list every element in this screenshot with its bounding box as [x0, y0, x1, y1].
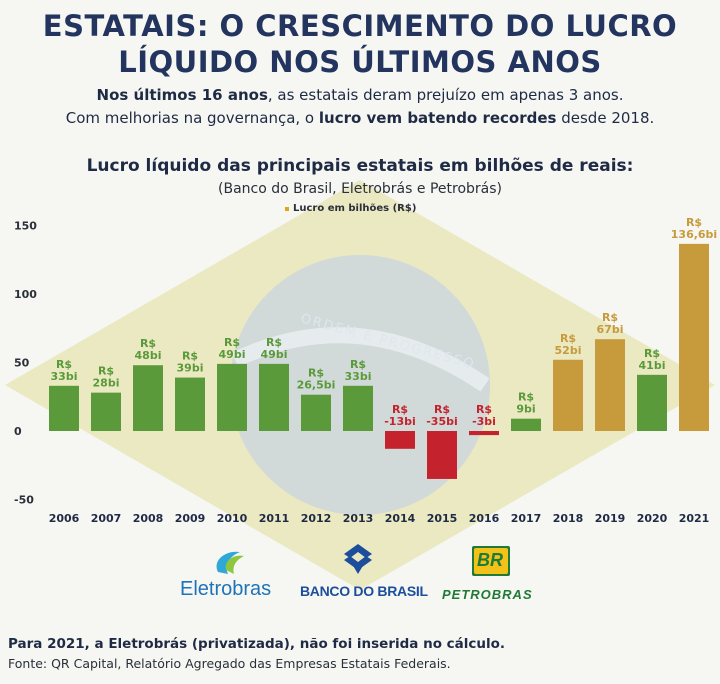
bar-2010 [217, 363, 247, 431]
subtitle-2-pre: Com melhorias na governança, o [65, 109, 319, 127]
data-label-currency: R$ [224, 336, 240, 349]
y-tick-label: 100 [14, 288, 37, 301]
bar-2014 [385, 431, 415, 449]
legend-swatch [285, 206, 289, 211]
data-label-value: 136,6bi [671, 228, 717, 241]
subtitle-1-rest: , as estatais deram prejuízo em apenas 3… [267, 86, 624, 104]
x-tick-label: 2009 [175, 512, 206, 525]
x-tick-label: 2007 [91, 512, 122, 525]
x-tick-label: 2021 [679, 512, 710, 525]
bar-2018 [553, 359, 583, 431]
x-tick-label: 2006 [49, 512, 80, 525]
x-tick-label: 2013 [343, 512, 374, 525]
page-title: ESTATAIS: O CRESCIMENTO DO LUCRO LÍQUIDO… [0, 8, 720, 80]
data-label-currency: R$ [56, 358, 72, 371]
legend-label: Lucro em bilhões (R$) [293, 203, 417, 214]
x-tick-label: 2016 [469, 512, 500, 525]
bar-2006 [49, 385, 79, 431]
profit-bar-chart: 150100500-502006R$33bi2007R$28bi2008R$48… [14, 216, 717, 525]
data-label-currency: R$ [182, 350, 198, 363]
bar-2019 [595, 339, 625, 431]
data-label-value: -13bi [384, 415, 416, 428]
data-label-currency: R$ [644, 347, 660, 360]
data-label-value: -3bi [472, 415, 496, 428]
subtitle-2-post: desde 2018. [556, 109, 655, 127]
data-label-currency: R$ [392, 403, 408, 416]
data-label-currency: R$ [98, 365, 114, 378]
x-tick-label: 2017 [511, 512, 542, 525]
x-tick-label: 2011 [259, 512, 290, 525]
data-label-value: 9bi [516, 403, 535, 416]
bar-2015 [427, 431, 457, 479]
bar-2021 [679, 243, 709, 431]
data-label-currency: R$ [266, 336, 282, 349]
subtitle-line-2: Com melhorias na governança, o lucro vem… [0, 109, 720, 127]
bar-2017 [511, 418, 541, 431]
chart-title: Lucro líquido das principais estatais em… [86, 156, 634, 176]
br-text: BR [477, 550, 503, 570]
data-label-currency: R$ [350, 358, 366, 371]
banco-do-brasil-logo: BANCO DO BRASIL [298, 542, 428, 602]
data-label-value: 52bi [555, 344, 582, 357]
chart-subtitle: (Banco do Brasil, Eletrobrás e Petrobrás… [218, 181, 502, 197]
x-tick-label: 2019 [595, 512, 626, 525]
bar-2020 [637, 374, 667, 431]
x-tick-label: 2020 [637, 512, 668, 525]
data-label-currency: R$ [602, 311, 618, 324]
company-logos: Eletrobras BANCO DO BRASIL BR PETROBRAS [0, 540, 720, 610]
data-label-value: 26,5bi [297, 379, 336, 392]
data-label-value: 33bi [51, 370, 78, 383]
y-tick-label: 0 [14, 425, 22, 438]
footer-note: Para 2021, a Eletrobrás (privatizada), n… [8, 636, 506, 652]
data-label-currency: R$ [434, 403, 450, 416]
x-tick-label: 2015 [427, 512, 458, 525]
x-tick-label: 2008 [133, 512, 164, 525]
bar-2008 [133, 365, 163, 431]
petrobras-br-icon: BR [472, 546, 510, 576]
data-label-value: 67bi [597, 323, 624, 336]
bar-2007 [91, 392, 121, 431]
data-label-currency: R$ [686, 216, 702, 229]
y-tick-label: 150 [14, 220, 37, 233]
x-tick-label: 2010 [217, 512, 248, 525]
eletrobras-logo: Eletrobras [180, 540, 280, 602]
petrobras-label: PETROBRAS [442, 587, 533, 602]
eletrobras-label: Eletrobras [180, 578, 272, 600]
title-line-2: LÍQUIDO NOS ÚLTIMOS ANOS [118, 45, 602, 79]
x-tick-label: 2014 [385, 512, 416, 525]
subtitle-line-1: Nos últimos 16 anos, as estatais deram p… [0, 86, 720, 104]
bar-2012 [301, 394, 331, 431]
data-label-value: 33bi [345, 370, 372, 383]
data-label-value: 39bi [177, 362, 204, 375]
chart-legend: Lucro em bilhões (R$) [285, 203, 416, 214]
data-label-value: 28bi [93, 377, 120, 390]
x-tick-label: 2012 [301, 512, 332, 525]
bb-label: BANCO DO BRASIL [300, 583, 428, 599]
bar-2011 [259, 363, 289, 431]
footer-source: Fonte: QR Capital, Relatório Agregado da… [8, 656, 451, 671]
data-label-currency: R$ [140, 337, 156, 350]
data-label-value: 41bi [639, 359, 666, 372]
bar-2009 [175, 377, 205, 431]
data-label-value: 49bi [261, 348, 288, 361]
data-label-value: 49bi [219, 348, 246, 361]
petrobras-logo: BR PETROBRAS [440, 542, 550, 602]
y-tick-label: -50 [14, 494, 34, 507]
data-label-value: 48bi [135, 349, 162, 362]
eletrobras-swirl-icon [216, 551, 244, 574]
subtitle-2-bold: lucro vem batendo recordes [318, 109, 557, 127]
data-label-value: -35bi [426, 415, 458, 428]
data-label-currency: R$ [518, 391, 534, 404]
x-tick-label: 2018 [553, 512, 584, 525]
data-label-currency: R$ [308, 367, 324, 380]
subtitle-1-bold: Nos últimos 16 anos [96, 86, 268, 104]
data-label-currency: R$ [476, 403, 492, 416]
bb-emblem-icon [344, 544, 372, 574]
bar-2013 [343, 385, 373, 431]
data-label-currency: R$ [560, 332, 576, 345]
title-line-1: ESTATAIS: O CRESCIMENTO DO LUCRO [42, 9, 678, 43]
y-tick-label: 50 [14, 357, 30, 370]
bar-2016 [469, 431, 499, 436]
